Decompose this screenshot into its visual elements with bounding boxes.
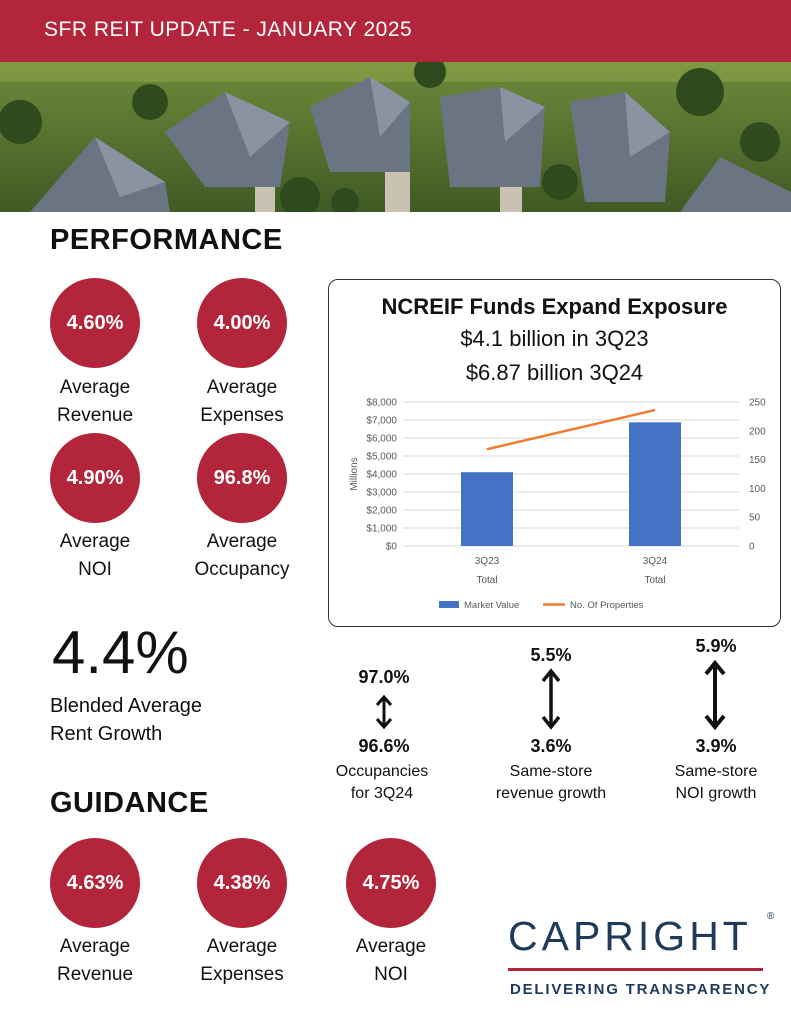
y2-tick-label: 150	[749, 455, 766, 466]
x-tick-label: 3Q24	[643, 556, 668, 567]
guidance-heading: GUIDANCE	[50, 787, 209, 819]
metric-circle: 4.90%	[50, 433, 140, 523]
double-arrow-icon	[704, 660, 726, 730]
double-arrow-icon	[541, 668, 561, 730]
range-top-value: 5.9%	[695, 636, 737, 656]
y2-tick-label: 250	[749, 398, 766, 409]
ncreif-chart-card: NCREIF Funds Expand Exposure $4.1 billio…	[328, 279, 781, 627]
y-tick-label: $4,000	[366, 470, 397, 481]
capright-logo: CAPRIGHT ® DELIVERING TRANSPARENCY	[508, 905, 778, 1005]
metric-circle: 4.60%	[50, 278, 140, 368]
y-tick-label: $2,000	[366, 506, 397, 517]
y-tick-label: $1,000	[366, 524, 397, 535]
metric-label: Average NOI	[59, 531, 131, 580]
metric-label: Average Revenue	[56, 377, 134, 426]
legend-label: No. Of Properties	[570, 600, 644, 611]
x-category-sublabel: Total	[644, 575, 665, 586]
x-tick-label: 3Q23	[475, 556, 500, 567]
range-caption: Same-store revenue growth	[495, 763, 607, 802]
blended-rent-growth-value: 4.4%	[52, 619, 189, 686]
y-tick-label: $6,000	[366, 434, 397, 445]
market-value-chart: $0 $1,000 $2,000 $3,000 $4,000 $5,000 $6,000 $7…	[349, 398, 766, 612]
x-category-sublabel: Total	[476, 575, 497, 586]
performance-heading: PERFORMANCE	[50, 224, 283, 256]
y-tick-label: $8,000	[366, 398, 397, 409]
logo-tagline: DELIVERING TRANSPARENCY	[510, 981, 772, 998]
bar-market-value	[461, 472, 513, 546]
y-tick-label: $5,000	[366, 452, 397, 463]
logo-rule	[508, 968, 763, 971]
guidance-circle: 4.38%	[197, 838, 287, 928]
y2-tick-label: 50	[749, 513, 761, 524]
y2-tick-label: 100	[749, 484, 766, 495]
blended-rent-growth-label: Blended Average Rent Growth	[50, 695, 202, 745]
metric-circle: 96.8%	[197, 433, 287, 523]
legend-swatch-market-value	[439, 601, 459, 608]
chart-subtitle-1: $4.1 billion in 3Q23	[460, 326, 649, 351]
header-banner: SFR REIT UPDATE - JANUARY 2025	[0, 0, 791, 62]
guidance-circle: 4.75%	[346, 838, 436, 928]
range-bottom-value: 3.9%	[695, 736, 737, 756]
metric-label: Average Occupancy	[194, 531, 290, 580]
metric-circle: 4.00%	[197, 278, 287, 368]
range-bottom-value: 96.6%	[358, 736, 410, 756]
range-top-value: 5.5%	[530, 645, 572, 665]
guidance-label: Average Revenue	[56, 936, 134, 985]
logo-wordmark: CAPRIGHT	[508, 913, 752, 959]
y2-tick-label: 200	[749, 426, 766, 437]
range-bottom-value: 3.6%	[530, 736, 572, 756]
y2-tick-label: 0	[749, 542, 755, 553]
page-title: SFR REIT UPDATE - JANUARY 2025	[44, 18, 413, 41]
legend-label: Market Value	[464, 600, 519, 611]
range-caption: Occupancies for 3Q24	[335, 763, 429, 802]
y-tick-label: $7,000	[366, 416, 397, 427]
chart-title: NCREIF Funds Expand Exposure	[381, 294, 728, 319]
registered-mark: ®	[767, 911, 775, 922]
y-axis-label: Millions	[349, 457, 360, 490]
bar-market-value	[629, 422, 681, 546]
guidance-circle: 4.63%	[50, 838, 140, 928]
y-tick-label: $3,000	[366, 488, 397, 499]
line-no-of-properties	[486, 408, 656, 451]
range-caption: Same-store NOI growth	[674, 763, 758, 802]
guidance-label: Average Expenses	[200, 936, 284, 985]
guidance-label: Average NOI	[355, 936, 427, 985]
range-top-value: 97.0%	[358, 667, 410, 687]
neighborhood-aerial-photo	[0, 62, 791, 212]
metric-label: Average Expenses	[200, 377, 284, 426]
double-arrow-icon	[375, 694, 393, 730]
y-tick-label: $0	[386, 542, 398, 553]
chart-subtitle-2: $6.87 billion 3Q24	[465, 360, 644, 385]
